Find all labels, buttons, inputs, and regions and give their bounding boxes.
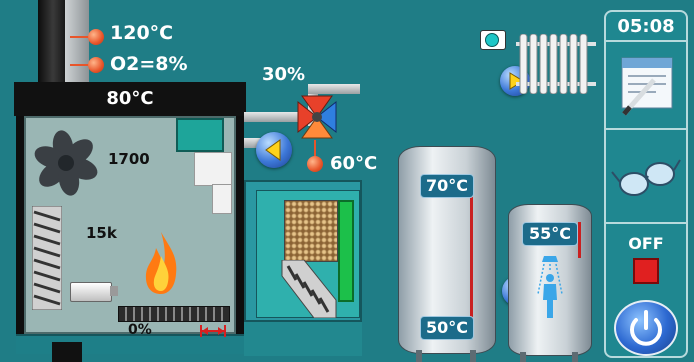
buffer-tank-leg-left bbox=[416, 350, 422, 362]
valve-sensor-line bbox=[314, 140, 316, 162]
flue-pipe bbox=[38, 0, 68, 82]
dhw-tank-leg-left bbox=[520, 352, 526, 362]
buffer-tank-leg-right bbox=[470, 350, 476, 362]
sidebar-divider-1 bbox=[606, 40, 686, 42]
view-button[interactable] bbox=[610, 146, 682, 206]
status-indicator bbox=[633, 258, 659, 284]
valve-temp-sensor-icon bbox=[307, 156, 323, 172]
buffer-top-temp-value: 70°C bbox=[420, 174, 474, 198]
flue-pipe-cap bbox=[65, 0, 89, 82]
hopper-base bbox=[244, 320, 362, 356]
boiler-right-post bbox=[236, 116, 244, 334]
flue-o2-line bbox=[70, 64, 92, 66]
settings-icon bbox=[621, 57, 673, 116]
sidebar-divider-3 bbox=[606, 222, 686, 224]
grate-percent-value: 0% bbox=[128, 322, 152, 338]
supply-pipe bbox=[244, 112, 314, 122]
fan-speed-value: 1700 bbox=[108, 150, 150, 168]
buffer-tank-sensor-line bbox=[470, 180, 473, 326]
fuel-value: 15k bbox=[86, 224, 117, 242]
screw-conveyor-icon bbox=[31, 205, 63, 311]
flue-o2-value: O2=8% bbox=[110, 53, 188, 75]
valve-temp-value: 60°C bbox=[330, 153, 378, 174]
flue-duct bbox=[194, 152, 232, 186]
boiler-foot bbox=[52, 342, 82, 362]
status-label: OFF bbox=[628, 234, 664, 253]
flame-icon bbox=[142, 230, 180, 296]
hopper-level-bar bbox=[338, 200, 354, 302]
sidebar-divider-2 bbox=[606, 128, 686, 130]
boiler-left-post bbox=[16, 116, 24, 334]
ignitor-icon bbox=[70, 282, 112, 302]
buffer-bottom-temp-value: 50°C bbox=[420, 316, 474, 340]
power-button[interactable] bbox=[614, 300, 678, 356]
ignitor-tip bbox=[110, 286, 118, 296]
shower-icon bbox=[530, 254, 570, 320]
radiator-pump-indicator-icon bbox=[480, 30, 506, 50]
flue-o2-sensor-icon bbox=[88, 57, 104, 73]
flue-temp-line bbox=[70, 36, 92, 38]
flue-temp-sensor-icon bbox=[88, 29, 104, 45]
heat-exchanger bbox=[176, 118, 224, 152]
dhw-tank-leg-right bbox=[572, 352, 578, 362]
dhw-tank-sensor-line bbox=[578, 222, 581, 258]
flue-duct-lower bbox=[212, 184, 232, 214]
valve-pipe-top bbox=[308, 84, 360, 94]
dhw-temp-value: 55°C bbox=[522, 222, 578, 246]
power-icon bbox=[630, 310, 662, 346]
mixing-valve-icon[interactable] bbox=[292, 92, 342, 142]
play-valve-button[interactable] bbox=[256, 132, 292, 168]
grate bbox=[118, 306, 230, 322]
pellets bbox=[284, 200, 338, 262]
boiler-header bbox=[14, 82, 246, 116]
hopper-feed-screw-icon bbox=[278, 259, 338, 319]
clock: 05:08 bbox=[617, 16, 675, 37]
fan-icon bbox=[30, 130, 102, 196]
play-icon bbox=[265, 139, 281, 161]
boiler-temp-value: 80°C bbox=[106, 88, 154, 109]
grate-arrow-icon bbox=[200, 324, 226, 337]
radiator-icon bbox=[516, 33, 596, 95]
settings-button[interactable] bbox=[610, 50, 682, 120]
flue-temp-value: 120°C bbox=[110, 22, 174, 44]
valve-percent-value: 30% bbox=[262, 64, 306, 85]
glasses-icon bbox=[611, 159, 681, 196]
